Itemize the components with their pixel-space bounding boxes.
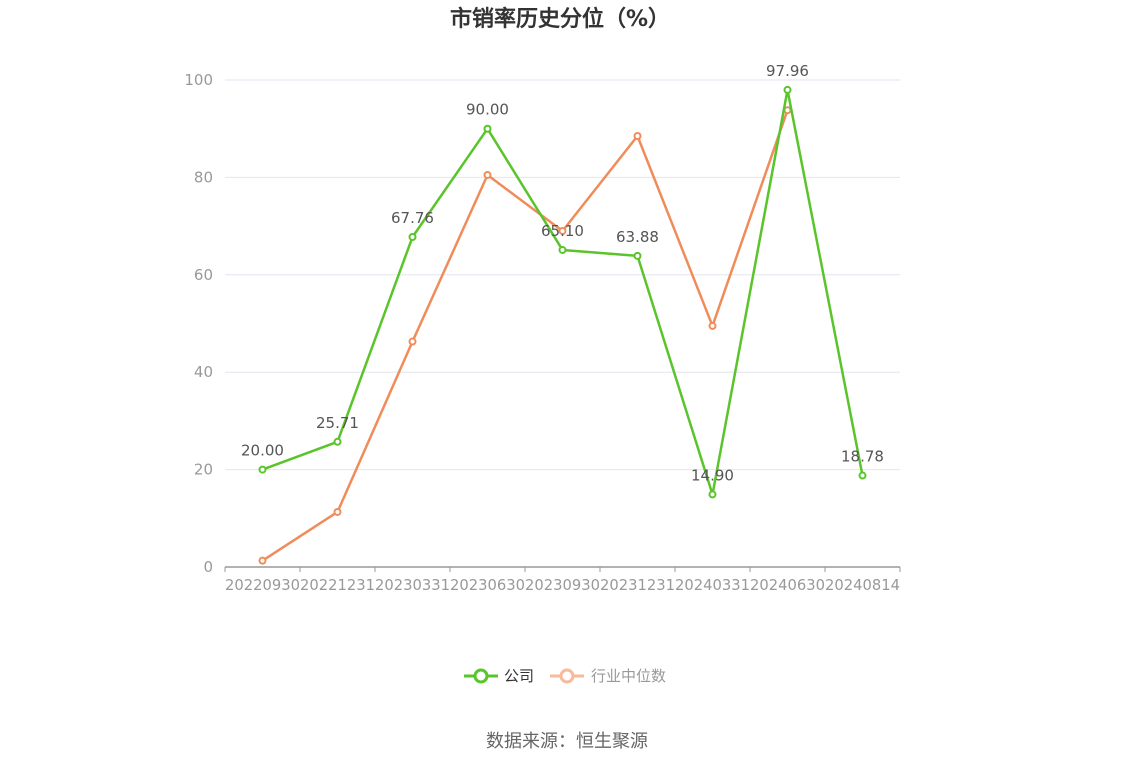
data-label: 63.88: [616, 228, 659, 246]
series-point-0[interactable]: [708, 490, 717, 499]
y-tick-label: 80: [194, 168, 213, 186]
series-point-1[interactable]: [558, 226, 567, 235]
series-point-0[interactable]: [783, 85, 792, 94]
x-tick-label: 20240814: [825, 576, 900, 594]
series-point-1[interactable]: [708, 321, 717, 330]
legend-company-label: 公司: [504, 667, 534, 685]
chart-title: 市销率历史分位（%）: [450, 6, 670, 32]
y-tick-label: 100: [184, 71, 213, 89]
series-point-1[interactable]: [258, 556, 267, 565]
data-label: 97.96: [766, 62, 809, 80]
x-tick-label: 20240331: [675, 576, 750, 594]
x-tick-label: 20230331: [375, 576, 450, 594]
series-point-0[interactable]: [333, 437, 342, 446]
data-label: 67.76: [391, 209, 434, 227]
series-point-1[interactable]: [483, 170, 492, 179]
data-label: 25.71: [316, 414, 359, 432]
y-axis: 0 20 40 60 80 100: [184, 71, 213, 576]
x-tick-label: 20230930: [525, 576, 600, 594]
data-label: 90.00: [466, 101, 509, 119]
legend-item-industry[interactable]: 行业中位数: [550, 667, 666, 685]
x-axis: 20220930 20221231 20230331 20230630 20230930…: [224, 566, 901, 594]
data-label: 18.78: [841, 448, 884, 466]
data-label: 14.90: [691, 466, 734, 484]
x-tick-label: 20220930: [225, 576, 300, 594]
series-point-0[interactable]: [408, 233, 417, 242]
series-point-0[interactable]: [483, 124, 492, 133]
data-labels: 20.00 25.71 67.76 90.00 65.10 63.88 14.90 97.96…: [241, 62, 884, 485]
legend: 公司 行业中位数: [464, 667, 666, 685]
y-tick-label: 0: [203, 558, 213, 576]
legend-industry-label: 行业中位数: [591, 667, 666, 685]
series-point-1[interactable]: [633, 132, 642, 141]
y-tick-label: 60: [194, 266, 213, 284]
series-point-0[interactable]: [558, 245, 567, 254]
x-tick-label: 20230630: [450, 576, 525, 594]
grid: [225, 79, 900, 471]
series-point-1[interactable]: [333, 507, 342, 516]
y-tick-label: 20: [194, 461, 213, 479]
series-point-1[interactable]: [408, 337, 417, 346]
x-tick-label: 20221231: [300, 576, 375, 594]
y-tick-label: 40: [194, 363, 213, 381]
data-label: 65.10: [541, 222, 584, 240]
series-point-0[interactable]: [858, 471, 867, 480]
series-layer: [258, 85, 867, 565]
data-label: 20.00: [241, 442, 284, 460]
series-point-0[interactable]: [633, 251, 642, 260]
x-tick-label: 20231231: [600, 576, 675, 594]
legend-industry-marker: [559, 668, 575, 684]
series-point-0[interactable]: [258, 465, 267, 474]
data-source: 数据来源：恒生聚源: [486, 731, 648, 752]
legend-item-company[interactable]: 公司: [464, 667, 534, 685]
series-line-1: [261, 109, 789, 562]
x-tick-label: 20240630: [750, 576, 825, 594]
legend-company-marker: [473, 668, 489, 684]
